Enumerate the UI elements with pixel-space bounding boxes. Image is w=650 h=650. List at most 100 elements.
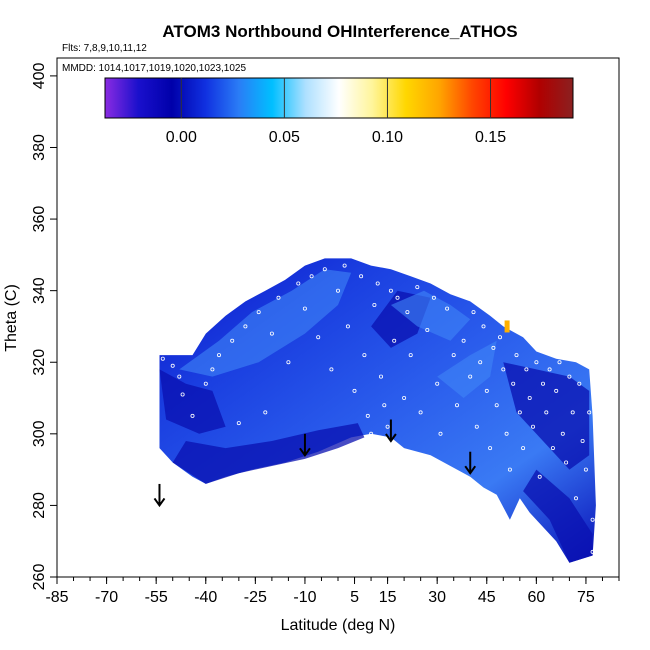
x-tick-label: 45 (478, 589, 496, 606)
field-light-region (437, 340, 497, 398)
obs-point (507, 467, 512, 472)
flight-arrows (153, 419, 477, 508)
x-tick-label: 60 (527, 589, 545, 606)
x-tick-label: -25 (244, 589, 267, 606)
obs-point (494, 403, 499, 408)
obs-point (580, 438, 585, 443)
field-hotspot (504, 320, 510, 333)
obs-point (369, 431, 374, 436)
obs-point (418, 410, 423, 415)
obs-point (497, 335, 502, 340)
obs-point (527, 395, 532, 400)
obs-point (438, 431, 443, 436)
obs-point (405, 310, 410, 315)
obs-point (514, 353, 519, 358)
x-tick-label: -55 (145, 589, 168, 606)
obs-point (276, 295, 281, 300)
y-tick-label: 340 (31, 277, 48, 304)
obs-point (554, 388, 559, 393)
x-tick-label: -85 (45, 589, 68, 606)
x-tick-label: -40 (194, 589, 217, 606)
y-tick-label: 280 (31, 492, 48, 519)
obs-point (230, 338, 235, 343)
y-tick-label: 400 (31, 62, 48, 89)
obs-point (236, 421, 241, 426)
obs-point (309, 274, 314, 279)
obs-point (388, 288, 393, 293)
obs-point (501, 367, 506, 372)
obs-point (454, 403, 459, 408)
obs-point (468, 374, 473, 379)
x-tick-label: 5 (350, 589, 359, 606)
obs-point (445, 306, 450, 311)
colorbar-gradient (104, 77, 574, 119)
observation-points (160, 263, 595, 554)
x-axis: -85 -70 -55 -40 -25 -10 5 15 30 45 60 75 (45, 577, 620, 606)
obs-point (471, 310, 476, 315)
obs-point (392, 338, 397, 343)
obs-point (243, 324, 248, 329)
arrow-head (385, 433, 397, 443)
obs-point (451, 353, 456, 358)
obs-point (216, 353, 221, 358)
colorbar-tick-label: 0.05 (269, 129, 300, 146)
obs-point (537, 474, 542, 479)
flights-label: Flts: 7,8,9,10,11,12 (62, 43, 147, 54)
obs-point (504, 431, 509, 436)
obs-point (342, 263, 347, 268)
obs-point (587, 410, 592, 415)
obs-point (329, 367, 334, 372)
x-tick-label: -10 (293, 589, 316, 606)
obs-point (488, 446, 493, 451)
colorbar-tick-label: 0.10 (372, 129, 403, 146)
obs-point (484, 388, 489, 393)
obs-point (564, 460, 569, 465)
obs-point (521, 446, 526, 451)
obs-point (372, 302, 377, 307)
obs-point (574, 496, 579, 501)
obs-point (550, 446, 555, 451)
obs-point (177, 374, 182, 379)
obs-point (269, 331, 274, 336)
colorbar: 0.00 0.05 0.10 0.15 (104, 77, 574, 146)
x-tick-label: 75 (577, 589, 595, 606)
obs-point (531, 424, 536, 429)
obs-point (557, 360, 562, 365)
obs-point (352, 388, 357, 393)
colorbar-tick-label: 0.15 (475, 129, 506, 146)
arrow-head (299, 447, 311, 458)
arrow-head (464, 465, 477, 475)
obs-point (590, 549, 595, 554)
obs-point (491, 345, 496, 350)
obs-point (481, 324, 486, 329)
obs-point (511, 381, 516, 386)
obs-point (359, 274, 364, 279)
y-tick-label: 260 (31, 564, 48, 591)
obs-point (316, 335, 321, 340)
obs-point (180, 392, 185, 397)
obs-point (560, 431, 565, 436)
obs-point (524, 367, 529, 372)
obs-point (425, 327, 430, 332)
obs-point (395, 295, 400, 300)
obs-point (534, 360, 539, 365)
y-axis: 260 280 300 320 340 360 380 400 (31, 62, 57, 590)
obs-point (190, 413, 195, 418)
obs-point (286, 360, 291, 365)
obs-point (431, 295, 436, 300)
obs-point (382, 403, 387, 408)
field-dark-region (503, 362, 590, 470)
field-dark-region (523, 469, 593, 563)
obs-point (170, 363, 175, 368)
x-tick-label: 30 (428, 589, 446, 606)
y-tick-label: 320 (31, 349, 48, 376)
obs-point (544, 410, 549, 415)
field-light-region (390, 290, 471, 341)
field-dark-region (172, 423, 365, 484)
field-light-region (179, 269, 352, 377)
obs-point (402, 395, 407, 400)
obs-point (365, 413, 370, 418)
y-tick-label: 380 (31, 134, 48, 161)
x-tick-label: 15 (379, 589, 397, 606)
